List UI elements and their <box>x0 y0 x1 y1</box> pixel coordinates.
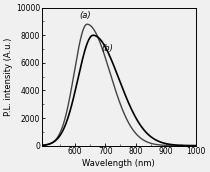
Text: (b): (b) <box>102 44 113 53</box>
Y-axis label: P.L. intensity (A.u.): P.L. intensity (A.u.) <box>4 37 13 116</box>
Text: (a): (a) <box>80 11 91 20</box>
X-axis label: Wavelength (nm): Wavelength (nm) <box>83 159 155 168</box>
